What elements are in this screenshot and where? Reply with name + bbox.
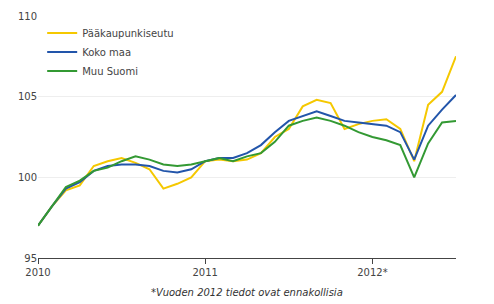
- svg-text:110: 110: [18, 11, 37, 22]
- svg-text:2010: 2010: [25, 267, 50, 278]
- svg-text:2011: 2011: [192, 267, 217, 278]
- svg-text:100: 100: [18, 172, 37, 183]
- svg-text:Pääkaupunkiseutu: Pääkaupunkiseutu: [82, 28, 173, 39]
- svg-text:Koko maa: Koko maa: [82, 47, 131, 58]
- svg-text:*Vuoden 2012 tiedot ovat ennak: *Vuoden 2012 tiedot ovat ennakollisia: [151, 287, 343, 298]
- svg-text:105: 105: [18, 91, 37, 102]
- svg-text:95: 95: [24, 253, 37, 264]
- svg-text:Muu Suomi: Muu Suomi: [82, 66, 138, 77]
- svg-text:2012*: 2012*: [357, 267, 387, 278]
